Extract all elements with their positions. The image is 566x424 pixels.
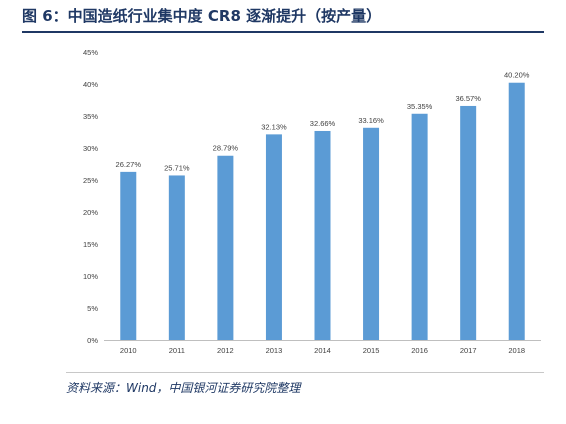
y-tick-label: 30%	[83, 144, 98, 153]
bar	[363, 127, 380, 340]
bar	[265, 134, 282, 340]
x-axis: 2010 2011 2012 2013 2014 2015 2016 2017 2018	[104, 340, 541, 355]
y-tick-label: 25%	[83, 176, 98, 185]
bar	[314, 130, 331, 340]
data-label: 40.20%	[504, 71, 530, 80]
x-tick-label: 2013	[266, 346, 283, 355]
y-tick-label: 15%	[83, 240, 98, 249]
y-tick-label: 20%	[83, 208, 98, 217]
data-label: 25.71%	[164, 163, 190, 172]
bar	[168, 175, 185, 340]
data-label: 35.35%	[407, 102, 433, 111]
chart-title: 图 6：中国造纸行业集中度 CR8 逐渐提升（按产量）	[22, 6, 544, 33]
bar-series: 26.27% 25.71% 28.79% 32.13% 32.66% 33.16% 35.3…	[116, 71, 530, 341]
y-axis: 0% 5% 10% 15% 20% 25% 30% 35% 40% 45%	[83, 48, 98, 345]
bar	[508, 82, 525, 340]
data-label: 32.66%	[310, 119, 336, 128]
x-tick-label: 2017	[460, 346, 477, 355]
data-label: 32.13%	[261, 122, 287, 131]
x-tick-label: 2018	[508, 346, 525, 355]
bar	[120, 171, 137, 340]
source-note: 资料来源：Wind，中国银河证券研究院整理	[66, 381, 301, 395]
y-tick-label: 0%	[87, 336, 98, 345]
x-tick-label: 2011	[169, 346, 185, 355]
x-tick-label: 2015	[363, 346, 380, 355]
x-tick-label: 2016	[411, 346, 428, 355]
bar	[460, 105, 477, 341]
x-tick-label: 2012	[217, 346, 234, 355]
bar	[411, 113, 428, 340]
data-label: 26.27%	[116, 160, 142, 169]
bar-chart: 0% 5% 10% 15% 20% 25% 30% 35% 40% 45% 26.27% 25.71…	[83, 48, 541, 355]
data-label: 28.79%	[213, 144, 239, 153]
y-tick-label: 35%	[83, 112, 98, 121]
bar	[217, 155, 234, 340]
y-tick-label: 45%	[83, 48, 98, 57]
y-tick-label: 5%	[87, 304, 98, 313]
source-divider	[66, 372, 544, 373]
x-tick-label: 2010	[120, 346, 137, 355]
x-tick-label: 2014	[314, 346, 331, 355]
y-tick-label: 10%	[83, 272, 98, 281]
data-label: 33.16%	[358, 116, 384, 125]
y-tick-label: 40%	[83, 80, 98, 89]
data-label: 36.57%	[455, 94, 481, 103]
